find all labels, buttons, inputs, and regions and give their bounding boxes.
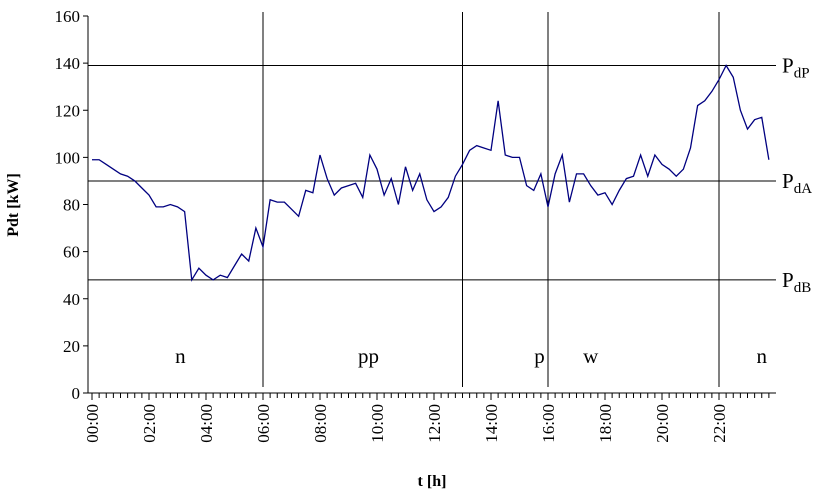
y-tick-label: 100 bbox=[55, 148, 81, 167]
y-tick-label: 160 bbox=[55, 7, 81, 26]
reference-label-main: P bbox=[782, 53, 794, 77]
x-tick-label: 04:00 bbox=[197, 404, 216, 443]
x-tick-label: 02:00 bbox=[140, 404, 159, 443]
x-tick-label: 00:00 bbox=[83, 404, 102, 443]
y-axis-label: Pdt [kW] bbox=[5, 173, 22, 237]
x-tick-label: 20:00 bbox=[653, 404, 672, 443]
y-tick-label: 120 bbox=[55, 101, 81, 120]
reference-label-main: P bbox=[782, 268, 794, 292]
data-line bbox=[92, 64, 770, 282]
reference-label-sub: dP bbox=[794, 65, 810, 81]
zone-label: n bbox=[175, 344, 186, 368]
x-tick-label: 18:00 bbox=[596, 404, 615, 443]
x-tick-label: 10:00 bbox=[368, 404, 387, 443]
y-tick-label: 80 bbox=[63, 196, 80, 215]
zone-label: w bbox=[583, 344, 599, 368]
zone-label: n bbox=[757, 344, 768, 368]
reference-label-sub: dB bbox=[794, 280, 812, 296]
x-tick-label: 06:00 bbox=[254, 404, 273, 443]
y-tick-label: 0 bbox=[72, 384, 81, 403]
y-tick-label: 60 bbox=[63, 243, 80, 262]
reference-label-main: P bbox=[782, 169, 794, 193]
zone-label: pp bbox=[358, 344, 379, 368]
y-tick-label: 140 bbox=[55, 54, 81, 73]
y-tick-label: 20 bbox=[63, 337, 80, 356]
x-axis-label: t [h] bbox=[418, 473, 447, 490]
reference-label: PdB bbox=[782, 268, 811, 296]
zone-label: p bbox=[534, 344, 545, 368]
x-tick-label: 16:00 bbox=[539, 404, 558, 443]
reference-label: PdP bbox=[782, 53, 810, 81]
reference-label-sub: dA bbox=[794, 181, 813, 197]
x-tick-label: 22:00 bbox=[710, 404, 729, 443]
x-tick-label: 08:00 bbox=[311, 404, 330, 443]
x-tick-label: 12:00 bbox=[425, 404, 444, 443]
x-tick-label: 14:00 bbox=[482, 404, 501, 443]
y-tick-label: 40 bbox=[63, 290, 80, 309]
reference-label: PdA bbox=[782, 169, 812, 197]
